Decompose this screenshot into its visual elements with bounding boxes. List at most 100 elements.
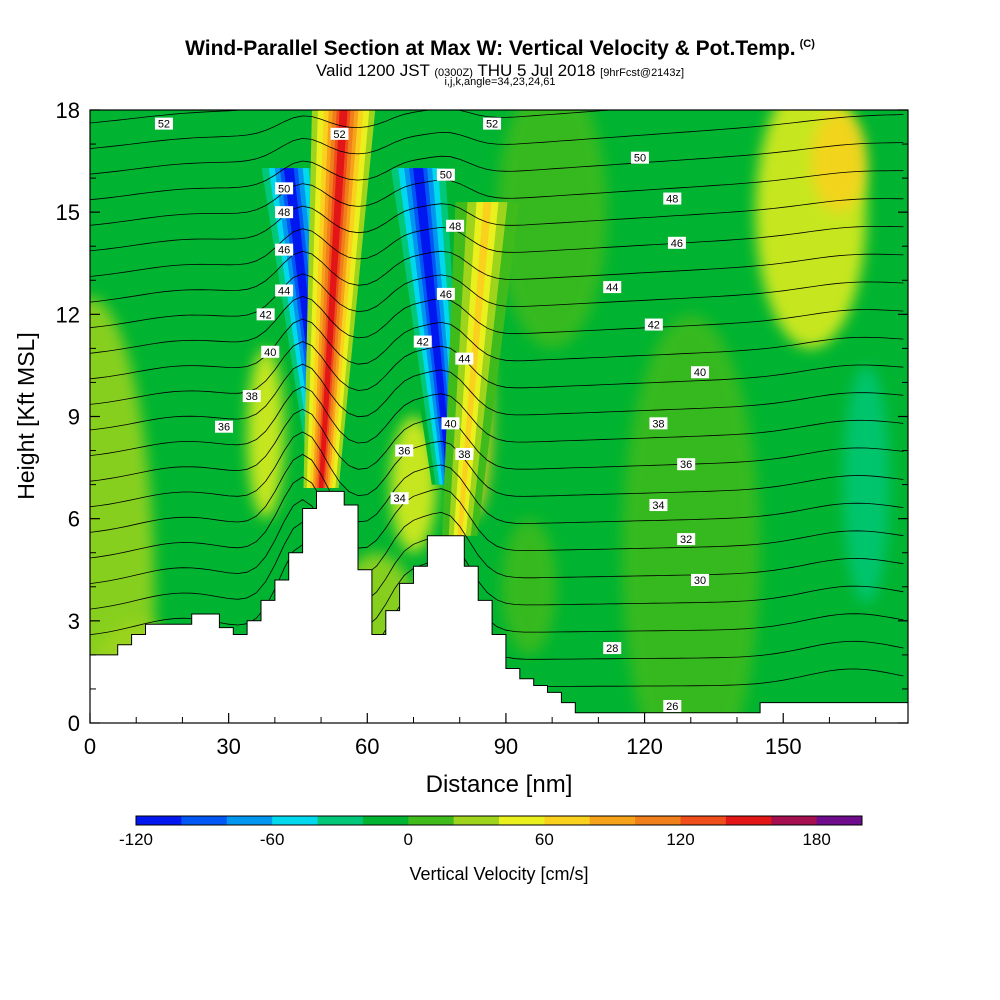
colorbar-tick-label: 60 xyxy=(535,830,554,849)
contour-label-text: 48 xyxy=(666,194,678,206)
contour-label-box xyxy=(691,366,710,379)
contour-label-box xyxy=(667,236,686,249)
contour-label-text: 50 xyxy=(440,170,452,182)
colorbar-tick-label: -120 xyxy=(119,830,153,849)
colorbar-swatch xyxy=(544,816,591,825)
velocity-patch xyxy=(621,314,761,723)
contour-label-text: 38 xyxy=(652,418,664,430)
contour-label-text: 30 xyxy=(694,575,706,587)
contour-label-box xyxy=(436,168,455,181)
grid-indices: i,j,k,angle=34,23,24,61 xyxy=(444,76,556,88)
contour-label: 32 xyxy=(677,533,696,546)
contour-label-text: 50 xyxy=(278,183,290,195)
x-tick-label: 0 xyxy=(84,734,96,759)
forecast-info: [9hrFcst@2143z] xyxy=(600,67,685,79)
contour-label-text: 38 xyxy=(458,449,470,461)
contour-label-text: 50 xyxy=(634,153,646,165)
colorbar-swatch xyxy=(272,816,318,825)
contour-label: 26 xyxy=(663,699,682,713)
isentrope-line xyxy=(90,408,904,482)
colorbar-tick-label: 120 xyxy=(666,830,694,849)
isentrope-line xyxy=(90,110,616,149)
velocity-patch xyxy=(247,348,285,519)
contour-label: 46 xyxy=(667,236,686,250)
contour-label-box xyxy=(677,533,696,546)
downdraft-plume xyxy=(384,168,470,485)
isentrope-line xyxy=(90,273,904,329)
y-tick-label: 12 xyxy=(56,302,80,327)
contour-label-text: 36 xyxy=(680,459,692,471)
contour-label: 44 xyxy=(275,284,294,297)
contour-label: 46 xyxy=(275,243,294,257)
contour-label-box xyxy=(215,420,234,433)
isentrope-line xyxy=(90,318,904,380)
updraft-plume xyxy=(303,110,376,489)
contour-label: 28 xyxy=(603,642,622,655)
updraft-plume-level xyxy=(318,110,348,489)
contour-label-box xyxy=(663,699,682,712)
isentrope-line xyxy=(90,499,904,584)
isentrope-line xyxy=(90,198,904,252)
contour-label: 38 xyxy=(649,417,668,430)
contour-label-text: 44 xyxy=(606,282,618,294)
velocity-patch xyxy=(810,110,867,213)
colorbar-tick-label: -60 xyxy=(260,830,285,849)
contour-label: 44 xyxy=(603,281,622,294)
isentrope-line xyxy=(90,544,904,636)
isentrope-line xyxy=(90,110,245,124)
terrain-profile xyxy=(90,490,908,723)
x-axis-label: Distance [nm] xyxy=(426,771,573,798)
contour-label: 36 xyxy=(677,458,696,471)
isentrope-line xyxy=(90,476,904,559)
x-tick-label: 90 xyxy=(494,734,518,759)
contour-label-text: 44 xyxy=(458,354,470,366)
contour-label-box xyxy=(436,287,455,300)
contour-label-box xyxy=(455,352,474,365)
contour-label-text: 42 xyxy=(417,337,429,349)
contour-label-text: 40 xyxy=(444,418,456,430)
chart-subtitle: Valid 1200 JST (0300Z) THU 5 Jul 2018 [9… xyxy=(0,61,1000,81)
isentrope-line xyxy=(90,170,904,226)
colorbar-swatch xyxy=(317,816,364,825)
contour-label: 40 xyxy=(691,366,710,379)
contour-label-box xyxy=(446,219,465,232)
colorbar-swatch xyxy=(725,816,772,825)
y-tick-label: 6 xyxy=(68,507,80,532)
contour-label: 36 xyxy=(215,420,234,434)
colorbar-swatch xyxy=(589,816,636,825)
contour-label-text: 38 xyxy=(246,391,258,403)
contour-label-text: 52 xyxy=(158,119,170,131)
contour-label-text: 46 xyxy=(440,289,452,301)
contour-label: 42 xyxy=(644,318,663,332)
isentrope-line xyxy=(90,295,904,354)
contour-label: 44 xyxy=(455,352,474,366)
contour-label-box xyxy=(261,345,280,358)
contour-label: 42 xyxy=(413,335,432,349)
contour-label: 38 xyxy=(242,390,261,403)
contour-label-box xyxy=(413,335,432,348)
colorbar-swatch xyxy=(453,816,500,825)
contour-label-text: 52 xyxy=(333,129,345,141)
contour-label: 52 xyxy=(483,117,502,131)
contour-label-text: 48 xyxy=(449,221,461,233)
y-axis-label: Height [Kft MSL] xyxy=(13,332,39,499)
contour-label: 42 xyxy=(256,308,275,321)
contour-label: 48 xyxy=(446,219,465,233)
isentrope-line xyxy=(90,114,904,175)
y-tick-label: 18 xyxy=(56,98,80,123)
contour-label-box xyxy=(256,308,275,321)
valid-utc: (0300Z) xyxy=(434,67,473,79)
colorbar-frame xyxy=(135,815,863,826)
colorbar-swatch xyxy=(226,816,273,825)
contour-label: 48 xyxy=(275,206,294,219)
title-units: (C) xyxy=(799,38,815,50)
velocity-patch xyxy=(496,110,608,349)
colorbar-swatch xyxy=(771,816,818,825)
colorbar-label: Vertical Velocity [cm/s] xyxy=(409,864,588,884)
contour-label-box xyxy=(677,458,696,471)
y-tick-label: 15 xyxy=(56,200,80,225)
colorbar-swatch xyxy=(362,816,409,825)
contour-label-box xyxy=(455,447,474,460)
isentrope-line xyxy=(90,453,904,533)
